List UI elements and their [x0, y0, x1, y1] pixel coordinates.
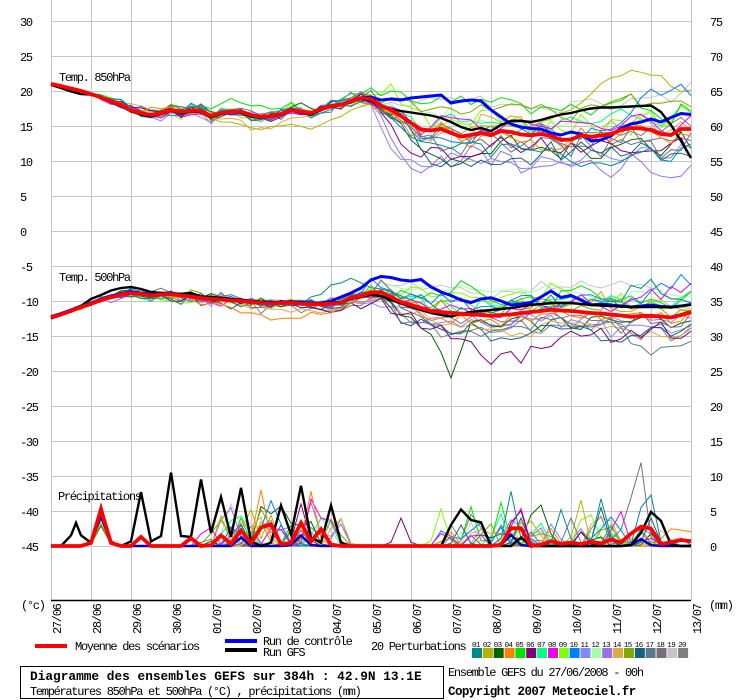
svg-text:20: 20 [20, 86, 33, 100]
svg-text:15: 15 [710, 436, 723, 450]
svg-text:-15: -15 [20, 331, 39, 345]
svg-text:12: 12 [591, 642, 599, 650]
svg-text:40: 40 [710, 261, 723, 275]
svg-text:5: 5 [20, 191, 27, 205]
svg-text:60: 60 [710, 121, 723, 135]
svg-text:-35: -35 [20, 471, 39, 485]
svg-text:07/07: 07/07 [451, 603, 465, 634]
svg-text:-20: -20 [20, 366, 39, 380]
svg-text:10: 10 [570, 642, 579, 650]
svg-text:03: 03 [494, 642, 503, 650]
svg-text:10: 10 [20, 156, 33, 170]
svg-text:25: 25 [710, 366, 723, 380]
svg-text:55: 55 [710, 156, 723, 170]
svg-text:11: 11 [581, 642, 590, 650]
svg-text:30: 30 [20, 16, 33, 30]
svg-text:5: 5 [710, 506, 717, 520]
svg-text:29/06: 29/06 [131, 603, 145, 634]
svg-text:04: 04 [505, 642, 514, 650]
svg-text:15: 15 [624, 642, 633, 650]
svg-text:(°c): (°c) [21, 599, 45, 613]
svg-text:20: 20 [710, 401, 723, 415]
svg-text:28/06: 28/06 [91, 603, 105, 634]
svg-text:20 Perturbations: 20 Perturbations [371, 640, 467, 654]
svg-text:06: 06 [526, 642, 535, 650]
svg-text:Run GFS: Run GFS [263, 646, 305, 660]
svg-text:08/07: 08/07 [491, 603, 505, 634]
svg-text:10: 10 [710, 471, 723, 485]
svg-text:16: 16 [635, 642, 644, 650]
svg-text:09: 09 [559, 642, 567, 650]
svg-text:Copyright 2007 Meteociel.fr: Copyright 2007 Meteociel.fr [448, 685, 636, 699]
svg-text:02: 02 [483, 642, 491, 650]
svg-text:Ensemble GEFS du 27/06/2008 -: Ensemble GEFS du 27/06/2008 - 00h [448, 666, 644, 680]
svg-text:(mm): (mm) [709, 599, 733, 613]
svg-text:06/07: 06/07 [411, 603, 425, 634]
svg-text:65: 65 [710, 86, 723, 100]
svg-text:Moyenne des scénarios: Moyenne des scénarios [75, 640, 200, 654]
svg-text:0: 0 [710, 541, 717, 555]
svg-text:13/07: 13/07 [691, 603, 705, 634]
svg-text:02/07: 02/07 [251, 603, 265, 634]
svg-text:Températures 850hPa et 500hPa: Températures 850hPa et 500hPa (°C) , pré… [30, 685, 361, 699]
svg-text:-25: -25 [20, 401, 39, 415]
svg-text:20: 20 [678, 642, 687, 650]
svg-text:-5: -5 [20, 261, 33, 275]
svg-text:17: 17 [646, 642, 654, 650]
svg-text:75: 75 [710, 16, 723, 30]
svg-text:30/06: 30/06 [171, 603, 185, 634]
svg-text:45: 45 [710, 226, 723, 240]
svg-text:01/07: 01/07 [211, 603, 225, 634]
svg-text:07: 07 [537, 642, 545, 650]
svg-text:50: 50 [710, 191, 723, 205]
svg-text:01: 01 [472, 642, 481, 650]
svg-text:0: 0 [20, 226, 27, 240]
svg-text:Temp. 500hPa: Temp. 500hPa [59, 271, 131, 285]
svg-text:04/07: 04/07 [331, 603, 345, 634]
svg-text:05: 05 [515, 642, 524, 650]
svg-text:25: 25 [20, 51, 33, 65]
svg-text:19: 19 [667, 642, 675, 650]
svg-text:27/06: 27/06 [51, 603, 65, 634]
svg-text:-45: -45 [20, 541, 39, 555]
svg-text:-30: -30 [20, 436, 39, 450]
svg-text:Run de contrôle: Run de contrôle [263, 635, 353, 649]
svg-text:10/07: 10/07 [571, 603, 585, 634]
svg-text:-10: -10 [20, 296, 39, 310]
svg-text:05/07: 05/07 [371, 603, 385, 634]
svg-text:03/07: 03/07 [291, 603, 305, 634]
svg-text:12/07: 12/07 [651, 603, 665, 634]
svg-text:35: 35 [710, 296, 723, 310]
svg-text:Temp. 850hPa: Temp. 850hPa [59, 71, 131, 85]
svg-text:09/07: 09/07 [531, 603, 545, 634]
svg-text:15: 15 [20, 121, 33, 135]
svg-text:70: 70 [710, 51, 723, 65]
svg-text:18: 18 [657, 642, 665, 650]
svg-text:14: 14 [613, 642, 622, 650]
svg-text:13: 13 [602, 642, 611, 650]
svg-text:11/07: 11/07 [611, 603, 625, 634]
svg-text:08: 08 [548, 642, 556, 650]
svg-text:Diagramme des ensembles GEFS s: Diagramme des ensembles GEFS sur 384h : … [30, 669, 422, 684]
svg-text:30: 30 [710, 331, 723, 345]
svg-text:Précipitations: Précipitations [58, 490, 142, 504]
svg-text:-40: -40 [20, 506, 39, 520]
